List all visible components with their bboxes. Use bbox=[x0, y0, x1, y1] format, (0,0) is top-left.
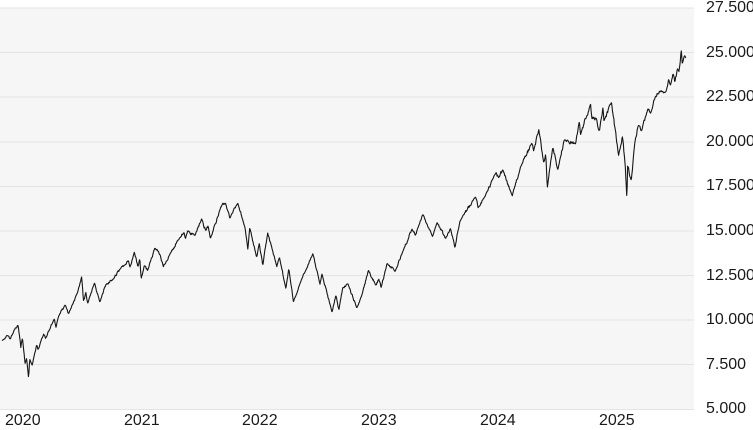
y-axis-label: 10.000 bbox=[706, 311, 753, 328]
x-axis-label: 2022 bbox=[242, 412, 278, 429]
price-line bbox=[1, 50, 687, 378]
x-axis-label: 2025 bbox=[599, 412, 635, 429]
y-axis-label: 25.000 bbox=[706, 44, 753, 61]
y-axis-label: 20.000 bbox=[706, 133, 753, 150]
y-axis-label: 27.500 bbox=[706, 0, 753, 16]
y-axis-label: 15.000 bbox=[706, 222, 753, 239]
plot-background bbox=[0, 8, 694, 410]
y-axis-label: 7.500 bbox=[706, 356, 747, 373]
y-axis-label: 17.500 bbox=[706, 177, 753, 194]
y-axis-label: 22.500 bbox=[706, 88, 753, 105]
x-axis-label: 2024 bbox=[480, 412, 516, 429]
y-axis-label: 12.500 bbox=[706, 267, 753, 284]
x-axis-label: 2020 bbox=[5, 412, 41, 429]
y-axis-label: 5.000 bbox=[706, 400, 747, 417]
x-axis-label: 2023 bbox=[361, 412, 397, 429]
x-axis-label: 2021 bbox=[124, 412, 160, 429]
